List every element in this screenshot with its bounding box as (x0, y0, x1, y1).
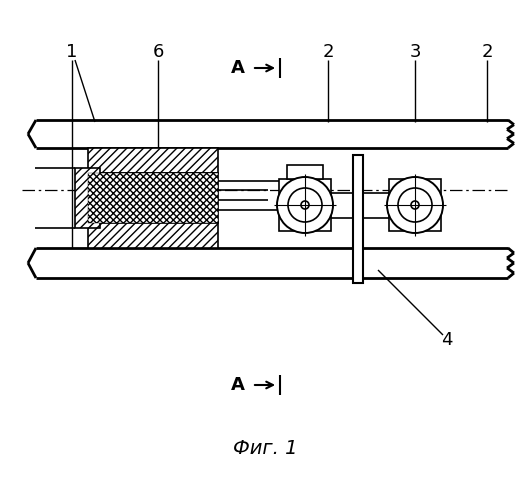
Circle shape (301, 201, 309, 209)
Text: 2: 2 (322, 43, 334, 61)
Text: 6: 6 (152, 43, 164, 61)
Bar (88, 148, 218, 173)
Circle shape (288, 188, 322, 222)
Text: 1: 1 (66, 43, 78, 61)
Text: 4: 4 (441, 331, 453, 349)
Bar (88, 173, 218, 223)
Bar (88, 222, 218, 248)
Circle shape (411, 201, 419, 209)
Text: A: A (231, 376, 245, 394)
Text: A: A (231, 59, 245, 77)
Text: 2: 2 (481, 43, 493, 61)
Circle shape (398, 188, 432, 222)
Text: 3: 3 (409, 43, 421, 61)
Bar (353, 155, 363, 283)
Bar (88, 173, 218, 223)
Text: Фиг. 1: Фиг. 1 (233, 439, 297, 458)
Bar (279, 179, 331, 231)
Bar (75, 168, 100, 228)
Circle shape (387, 177, 443, 233)
Circle shape (277, 177, 333, 233)
Bar (389, 179, 441, 231)
Bar (287, 165, 323, 179)
